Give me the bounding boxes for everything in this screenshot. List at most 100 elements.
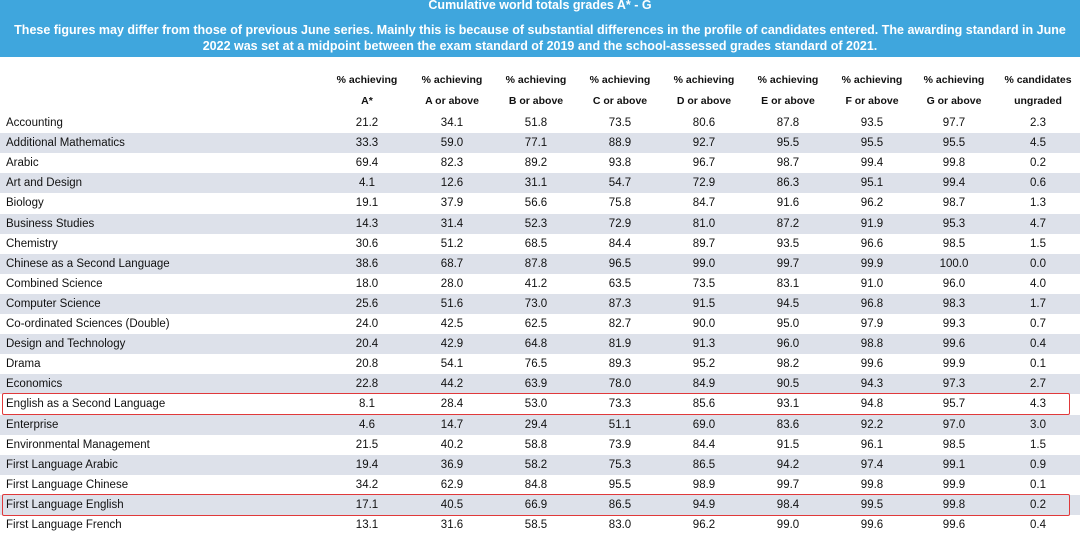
value-cell: 83.6: [776, 418, 800, 431]
value-cell: 93.5: [860, 117, 884, 129]
column-header-e-or-above: % achieving E or above: [748, 70, 828, 112]
value-cell: 89.7: [692, 237, 716, 250]
column-header-line1: % achieving: [757, 74, 819, 86]
value-cell: 99.7: [776, 478, 800, 491]
value-cell: 28.0: [440, 277, 464, 290]
value-cell: 0.1: [1030, 358, 1046, 371]
column-header-line2: C or above: [592, 95, 648, 107]
value-cell: 91.5: [692, 297, 716, 310]
table-row: English as a Second Language 8.1 28.4 53.0 7…: [0, 394, 1080, 414]
value-cell: 87.2: [776, 217, 800, 230]
value-cell: 83.1: [776, 277, 800, 290]
value-cell: 94.2: [776, 458, 800, 471]
column-header-line2: A or above: [425, 95, 479, 107]
column-header-line2: D or above: [676, 95, 732, 107]
value-cell: 93.1: [776, 398, 800, 411]
value-cell: 87.3: [608, 297, 632, 310]
value-cell: 54.1: [440, 358, 464, 371]
column-header-a-or-above: % achieving A or above: [412, 70, 492, 112]
value-cell: 30.6: [355, 237, 379, 250]
value-cell: 95.3: [942, 217, 966, 230]
value-cell: 99.9: [860, 257, 884, 270]
value-cell: 86.5: [692, 458, 716, 471]
value-cell: 3.0: [1030, 418, 1046, 431]
value-cell: 73.3: [608, 398, 632, 411]
value-cell: 97.4: [860, 458, 884, 471]
table-row: Accounting 21.2 34.1 51.8 73.5 80.6 87.8 93.5 97…: [0, 113, 1080, 133]
value-cell: 96.2: [860, 197, 884, 210]
value-cell: 22.8: [355, 378, 379, 391]
value-cell: 24.0: [355, 318, 379, 330]
value-cell: 84.4: [692, 438, 716, 451]
column-header-line1: % candidates: [1004, 74, 1072, 86]
value-cell: 99.0: [776, 519, 800, 531]
value-cell: 0.6: [1030, 177, 1046, 190]
value-cell: 93.5: [776, 237, 800, 250]
value-cell: 97.7: [942, 117, 966, 129]
value-cell: 18.0: [355, 277, 379, 290]
column-header-d-or-above: % achieving D or above: [664, 70, 744, 112]
value-cell: 99.9: [942, 478, 966, 491]
column-header-line1: % achieving: [421, 74, 483, 86]
value-cell: 99.4: [942, 177, 966, 190]
value-cell: 0.9: [1030, 458, 1046, 471]
subject-cell: Enterprise: [6, 418, 59, 431]
column-header-line2: F or above: [845, 95, 899, 107]
value-cell: 37.9: [440, 197, 464, 210]
value-cell: 100.0: [939, 257, 969, 270]
value-cell: 96.1: [860, 438, 884, 451]
value-cell: 98.5: [942, 237, 966, 250]
value-cell: 84.9: [692, 378, 716, 391]
value-cell: 44.2: [440, 378, 464, 391]
value-cell: 77.1: [524, 137, 548, 150]
value-cell: 96.6: [860, 237, 884, 250]
value-cell: 1.7: [1030, 297, 1046, 310]
subject-cell: First Language Arabic: [6, 458, 118, 471]
value-cell: 96.5: [608, 257, 632, 270]
value-cell: 31.1: [524, 177, 548, 190]
subject-cell: First Language Chinese: [6, 478, 129, 491]
value-cell: 36.9: [440, 458, 464, 471]
column-header-b-or-above: % achieving B or above: [496, 70, 576, 112]
value-cell: 73.0: [524, 297, 548, 310]
value-cell: 68.5: [524, 237, 548, 250]
column-header-a-star: % achieving A*: [327, 70, 407, 112]
value-cell: 2.3: [1030, 117, 1046, 129]
value-cell: 4.0: [1030, 277, 1046, 290]
value-cell: 98.5: [942, 438, 966, 451]
value-cell: 1.5: [1030, 438, 1046, 451]
subject-cell: Design and Technology: [6, 338, 126, 351]
value-cell: 91.3: [692, 338, 716, 351]
value-cell: 17.1: [355, 498, 379, 511]
value-cell: 51.8: [524, 117, 548, 129]
value-cell: 51.1: [608, 418, 632, 431]
value-cell: 25.6: [355, 297, 379, 310]
subject-cell: Co-ordinated Sciences (Double): [6, 318, 170, 330]
value-cell: 20.8: [355, 358, 379, 371]
column-header-g-or-above: % achieving G or above: [914, 70, 994, 112]
value-cell: 88.9: [608, 137, 632, 150]
value-cell: 99.1: [942, 458, 966, 471]
table-row: Economics 22.8 44.2 63.9 78.0 84.9 90.5 94.3 97.…: [0, 374, 1080, 395]
value-cell: 2.7: [1030, 378, 1046, 391]
value-cell: 0.2: [1030, 157, 1046, 170]
value-cell: 40.2: [440, 438, 464, 451]
value-cell: 84.7: [692, 197, 716, 210]
value-cell: 4.3: [1030, 398, 1046, 411]
subject-cell: Additional Mathematics: [6, 137, 125, 150]
value-cell: 84.8: [524, 478, 548, 491]
value-cell: 98.4: [776, 498, 800, 511]
column-header-line1: % achieving: [589, 74, 651, 86]
value-cell: 83.0: [608, 519, 632, 531]
value-cell: 95.0: [776, 318, 800, 330]
column-header-line1: % achieving: [505, 74, 567, 86]
value-cell: 90.0: [692, 318, 716, 330]
value-cell: 99.9: [942, 358, 966, 371]
value-cell: 40.5: [440, 498, 464, 511]
table-row: Environmental Management 21.5 40.2 58.8 73.9…: [0, 435, 1080, 455]
column-header-line2: E or above: [761, 95, 815, 107]
column-header-f-or-above: % achieving F or above: [832, 70, 912, 112]
value-cell: 95.5: [608, 478, 632, 491]
column-header-line2: ungraded: [1014, 95, 1062, 107]
value-cell: 53.0: [524, 398, 548, 411]
